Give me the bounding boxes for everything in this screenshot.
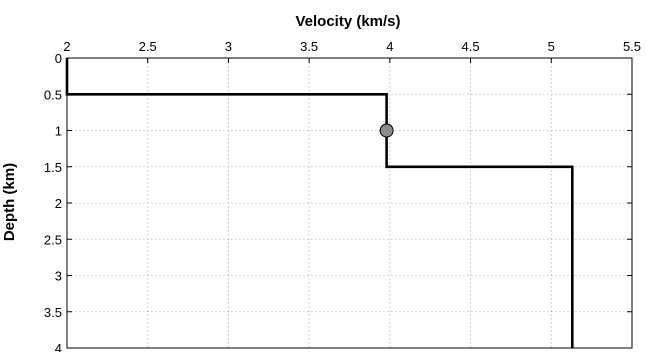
- y-tick-label: 2.5: [44, 232, 62, 247]
- x-tick-label: 5.5: [623, 39, 641, 54]
- y-tick-label: 0: [55, 51, 62, 66]
- y-tick-label: 1.5: [44, 160, 62, 175]
- plot-frame: [66, 57, 633, 349]
- y-tick-labels: 0 0.5 1 1.5 2 2.5 3 3.5 4: [44, 51, 62, 352]
- y-tick-label: 0.5: [44, 87, 62, 102]
- grid: [67, 58, 632, 348]
- y-tick-label: 4: [55, 341, 62, 352]
- y-tick-label: 3: [55, 269, 62, 284]
- x-tick-label: 4.5: [462, 39, 480, 54]
- y-axis-title: Depth (km): [1, 163, 18, 241]
- x-tick-label: 3.5: [300, 39, 318, 54]
- x-axis-title: Velocity (km/s): [295, 13, 400, 30]
- x-tick-labels: 2 2.5 3 3.5 4 4.5 5 5.5: [63, 39, 641, 54]
- x-tick-label: 2.5: [139, 39, 157, 54]
- data-point-marker: [379, 123, 394, 138]
- y-tick-label: 3.5: [44, 305, 62, 320]
- x-tick-label: 2: [63, 39, 70, 54]
- x-tick-label: 4: [386, 39, 393, 54]
- x-tick-label: 5: [548, 39, 555, 54]
- y-tick-label: 1: [55, 124, 62, 139]
- x-tick-label: 3: [225, 39, 232, 54]
- y-tick-label: 2: [55, 196, 62, 211]
